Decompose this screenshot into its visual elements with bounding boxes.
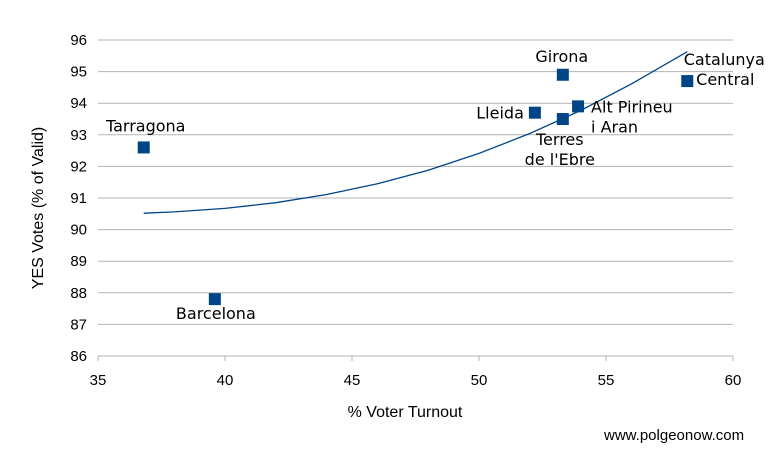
y-axis-title: YES Votes (% of Valid)	[30, 127, 47, 289]
y-tick-label: 95	[70, 64, 87, 81]
point-label: Alt Pirineu i Aran	[591, 97, 673, 136]
point-label-line: i Aran	[591, 117, 638, 136]
point-labels: Tarragona Barcelona Lleida Girona Terres de l…	[105, 47, 765, 323]
data-point	[681, 75, 694, 88]
data-point	[556, 113, 569, 125]
x-tick-label: 35	[90, 372, 107, 389]
y-tick-label: 90	[70, 222, 87, 239]
point-label-line: Barcelona	[176, 304, 256, 323]
data-points	[137, 68, 694, 306]
x-tick-label: 60	[725, 372, 742, 389]
point-label-line: Lleida	[476, 104, 524, 123]
point-label: Lleida	[476, 104, 524, 123]
point-label: Tarragona	[105, 116, 186, 135]
x-tick-label: 55	[598, 372, 615, 389]
point-label-line: Catalunya	[684, 50, 765, 69]
data-point	[572, 100, 585, 113]
point-label: Terres de l'Ebre	[525, 130, 595, 169]
y-tick-label: 92	[70, 158, 87, 175]
grid-lines	[98, 39, 733, 357]
point-label-line: Tarragona	[105, 116, 186, 135]
y-tick-label: 89	[70, 253, 87, 270]
y-tick-label: 88	[70, 285, 87, 302]
data-point	[528, 106, 541, 119]
point-label-line: Terres	[535, 130, 584, 149]
y-tick-label: 96	[70, 32, 87, 49]
y-tick-label: 86	[70, 348, 87, 365]
x-tick-label: 45	[344, 372, 361, 389]
x-tick-label: 50	[471, 372, 488, 389]
data-point	[556, 68, 569, 81]
point-label-line: Alt Pirineu	[591, 97, 673, 116]
site-credit: www.polgeonow.com	[604, 427, 745, 444]
y-tick-label: 94	[70, 95, 87, 112]
y-tick-label: 91	[70, 190, 87, 207]
y-tick-label: 87	[70, 316, 87, 333]
x-tick-label: 40	[217, 372, 234, 389]
point-label-line: Central	[696, 70, 754, 89]
point-label-line: de l'Ebre	[525, 150, 595, 169]
point-label-line: Girona	[535, 47, 588, 66]
point-label: Barcelona	[176, 304, 256, 323]
tick-labels: 86 87 88 89 90 91 92 93 94 95 96 35 40 45 50 55 60	[70, 32, 741, 389]
point-label: Catalunya Central	[684, 50, 765, 89]
y-tick-label: 93	[70, 127, 87, 144]
x-axis-title: % Voter Turnout	[348, 404, 463, 421]
data-point	[137, 141, 150, 154]
point-label: Girona	[535, 47, 588, 66]
data-point	[208, 293, 221, 306]
trend-line	[143, 51, 688, 214]
